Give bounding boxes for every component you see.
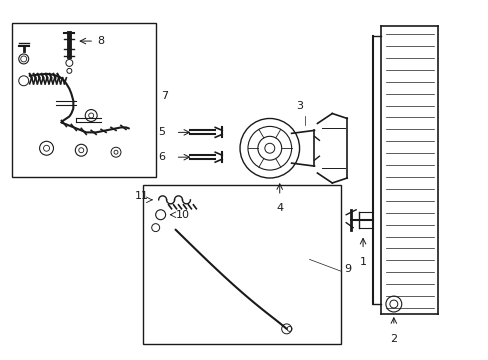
Bar <box>12 23 155 177</box>
Text: 8: 8 <box>97 36 104 46</box>
Bar <box>142 185 341 344</box>
Text: 2: 2 <box>389 334 397 344</box>
Text: 5: 5 <box>158 127 165 138</box>
Text: 7: 7 <box>161 91 167 101</box>
Text: 6: 6 <box>158 152 165 162</box>
Text: 11: 11 <box>135 191 148 201</box>
Text: 10: 10 <box>175 210 189 220</box>
Text: 3: 3 <box>295 100 303 111</box>
Text: 4: 4 <box>276 203 283 213</box>
Text: 9: 9 <box>344 264 351 274</box>
Text: 1: 1 <box>359 257 366 267</box>
